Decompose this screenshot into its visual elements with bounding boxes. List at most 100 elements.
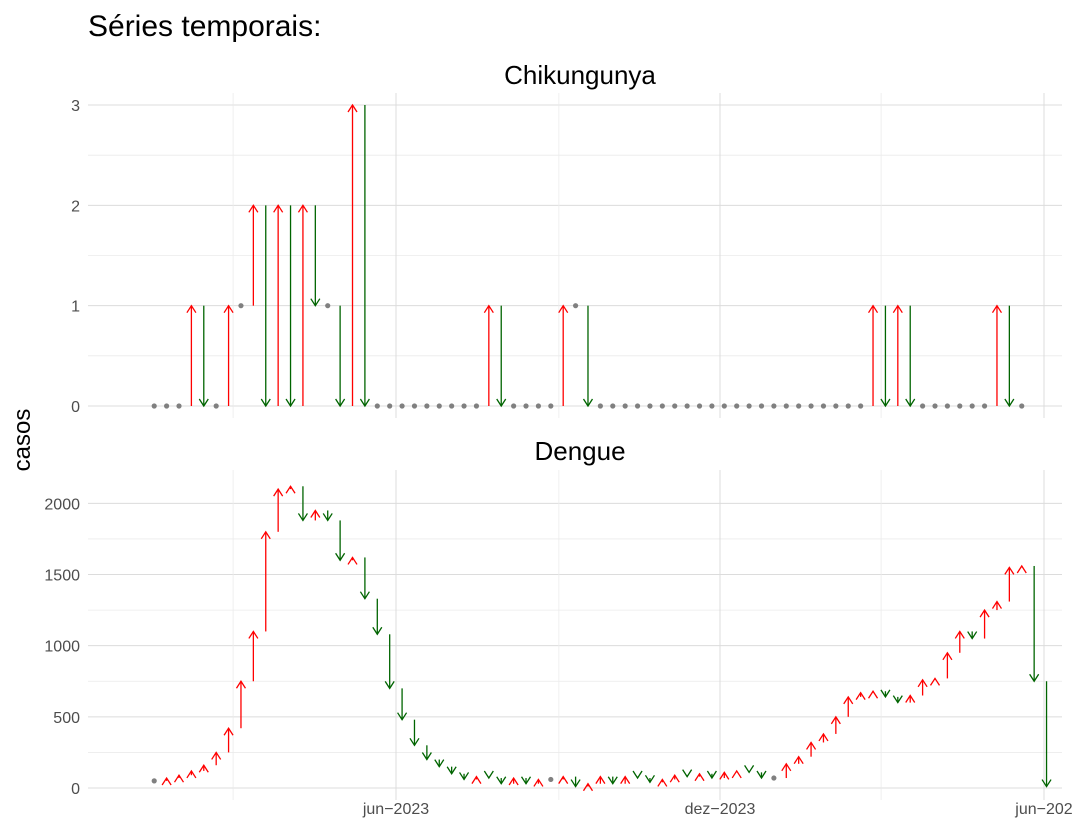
arrow-up-head xyxy=(285,485,296,494)
page-heading: Séries temporais: xyxy=(88,10,322,43)
point-same xyxy=(151,778,157,784)
arrow-up-head xyxy=(620,775,631,784)
arrow-up-head xyxy=(273,204,284,213)
arrow-down-head xyxy=(322,513,333,522)
point-same xyxy=(325,303,331,309)
arrow-up-head xyxy=(558,304,569,314)
y-tick-label: 2000 xyxy=(44,496,80,513)
point-same xyxy=(696,403,703,409)
arrow-up-head xyxy=(892,304,903,314)
arrow-up-head xyxy=(211,751,222,760)
arrow-up-head xyxy=(793,755,804,765)
arrow-up-head xyxy=(582,782,594,792)
point-same xyxy=(783,403,789,409)
arrow-up-head xyxy=(818,732,829,742)
arrow-up-head xyxy=(905,694,916,703)
arrow-up-head xyxy=(508,776,519,786)
arrow-down-head xyxy=(880,689,891,699)
arrow-down-head xyxy=(496,398,507,408)
point-same xyxy=(461,403,467,409)
arrow-up-head xyxy=(173,773,185,783)
point-same xyxy=(535,403,542,409)
point-same xyxy=(981,403,988,409)
point-same xyxy=(634,403,641,409)
arrow-up-head xyxy=(954,630,965,639)
arrow-down-head xyxy=(297,513,308,522)
point-same xyxy=(374,403,380,409)
point-same xyxy=(920,403,926,409)
arrow-down-head xyxy=(744,764,755,774)
arrow-down-head xyxy=(1029,673,1040,683)
arrow-up-head xyxy=(260,530,271,540)
point-same xyxy=(932,403,938,409)
arrow-up-head xyxy=(991,600,1003,609)
arrow-down-head xyxy=(706,770,717,780)
arrow-up-head xyxy=(223,727,234,736)
arrow-down-head xyxy=(644,774,655,784)
panel-title-chikungunya: Chikungunya xyxy=(504,60,656,90)
point-same xyxy=(820,403,827,409)
arrow-up-head xyxy=(186,304,197,314)
arrow-up-head xyxy=(235,680,247,689)
panel-title-dengue: Dengue xyxy=(534,436,625,466)
arrow-up-head xyxy=(719,771,730,780)
point-same xyxy=(709,403,715,409)
point-same xyxy=(151,403,157,409)
arrow-down-head xyxy=(446,766,457,775)
point-same xyxy=(721,403,727,409)
arrow-up-head xyxy=(248,204,259,213)
arrow-down-head xyxy=(880,398,891,408)
arrow-down-head xyxy=(496,776,507,785)
point-same xyxy=(572,303,579,309)
point-same xyxy=(548,403,554,409)
point-same xyxy=(424,403,430,409)
point-same xyxy=(808,403,814,409)
arrow-up-head xyxy=(558,775,569,784)
point-same xyxy=(436,403,442,409)
point-same xyxy=(758,403,765,409)
arrow-down-head xyxy=(421,752,432,761)
point-same xyxy=(833,403,839,409)
y-tick-label: 0 xyxy=(71,781,80,798)
arrow-up-head xyxy=(991,304,1003,314)
y-axis-label: casos xyxy=(9,409,36,472)
arrow-up-head xyxy=(186,769,197,779)
arrow-up-head xyxy=(917,678,928,688)
arrow-down-head xyxy=(520,776,532,785)
arrow-up-head xyxy=(855,691,866,700)
arrow-down-head xyxy=(359,591,370,600)
point-same xyxy=(771,775,777,781)
arrow-down-head xyxy=(570,779,581,788)
point-same xyxy=(473,403,480,409)
arrow-up-head xyxy=(347,103,358,113)
arrow-up-head xyxy=(471,775,482,784)
arrow-up-head xyxy=(161,776,172,786)
point-same xyxy=(734,403,740,409)
point-same xyxy=(399,403,405,409)
point-same xyxy=(597,403,603,409)
arrow-up-head xyxy=(657,778,668,787)
arrow-down-head xyxy=(892,695,903,704)
point-same xyxy=(610,403,616,409)
arrow-up-head xyxy=(310,509,321,518)
arrow-up-head xyxy=(942,651,953,661)
point-same xyxy=(858,403,864,409)
arrow-down-head xyxy=(1004,398,1015,408)
arrow-up-head xyxy=(843,695,854,705)
point-same xyxy=(957,403,963,409)
point-same xyxy=(411,403,418,409)
arrow-down-head xyxy=(384,681,395,690)
arrow-down-head xyxy=(198,398,209,408)
arrow-up-head xyxy=(198,764,209,773)
arrow-up-head xyxy=(1016,564,1027,574)
arrow-up-head xyxy=(669,773,680,783)
point-same xyxy=(176,403,182,409)
y-tick-label: 2 xyxy=(71,198,80,215)
arrow-down-head xyxy=(260,398,271,408)
point-same xyxy=(213,403,219,409)
arrow-up-head xyxy=(273,487,284,497)
arrow-up-head xyxy=(297,204,308,213)
point-same xyxy=(238,303,244,309)
arrow-up-head xyxy=(248,630,259,639)
arrow-down-head xyxy=(756,770,767,780)
